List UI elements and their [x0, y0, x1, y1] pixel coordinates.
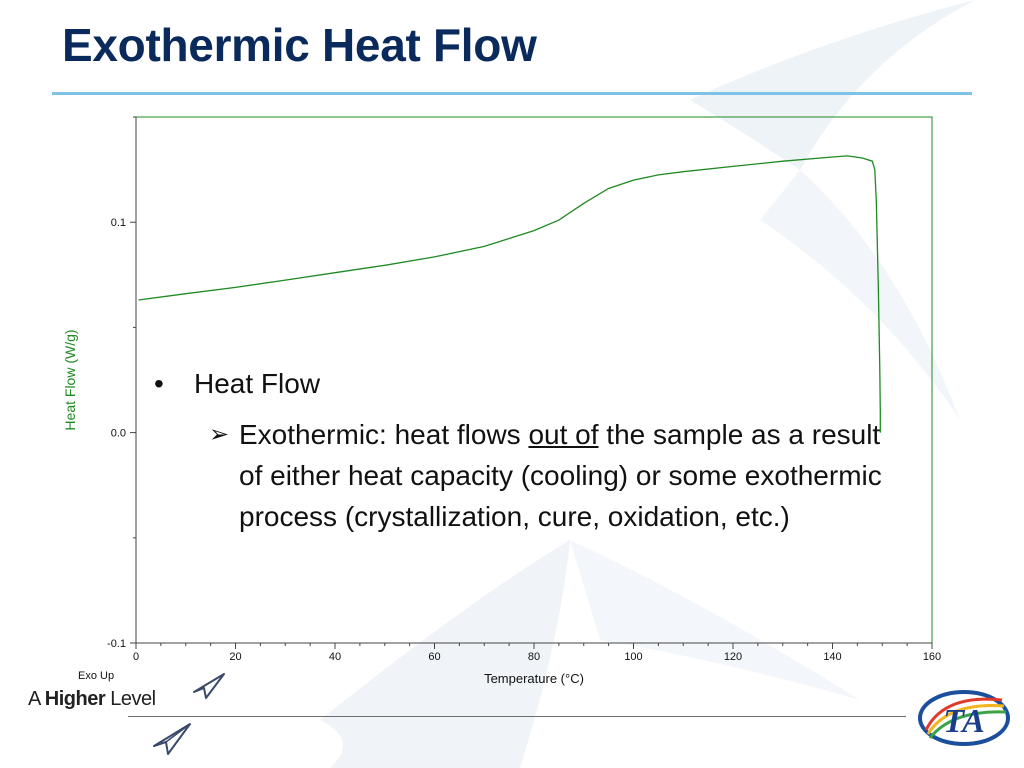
x-tick-label: 160 [923, 651, 941, 663]
x-tick-label: 20 [229, 651, 241, 663]
x-tick-label: 120 [724, 651, 742, 663]
x-tick-label: 0 [133, 651, 139, 663]
arrow-bullet-icon: ➢ [209, 421, 230, 448]
slide-title: Exothermic Heat Flow [62, 19, 537, 71]
x-tick-label: 60 [428, 651, 440, 663]
exo-up-annotation: Exo Up [78, 670, 114, 682]
x-ticks: 0 20 40 60 80 100 120 140 160 [133, 643, 941, 663]
x-tick-label: 140 [823, 651, 841, 663]
x-tick-label: 80 [528, 651, 540, 663]
bullet-exothermic: ➢ Exothermic: heat flows out of the samp… [209, 414, 882, 537]
title-divider [52, 92, 972, 95]
ta-logo-icon: TA [918, 690, 1010, 746]
y-tick-label: 0.1 [111, 217, 126, 229]
footer-divider [128, 716, 906, 717]
y-tick-label: 0.0 [111, 428, 126, 440]
series-line-heat-flow [138, 155, 881, 433]
watermark-swoosh [570, 540, 860, 700]
x-tick-label: 100 [624, 651, 642, 663]
bullet-dot-icon: • [154, 368, 164, 399]
bullet-exothermic-pre: Exothermic: heat flows [239, 419, 529, 450]
bullet-list: • Heat Flow ➢ Exothermic: heat flows out… [152, 365, 882, 537]
footer-tagline: A Higher Level [28, 688, 156, 711]
x-tick-label: 40 [329, 651, 341, 663]
watermark-swoosh [760, 170, 960, 420]
watermark-swoosh [320, 540, 570, 768]
bullet-heat-flow-text: Heat Flow [194, 368, 321, 399]
y-ticks: 0.1 0.0 -0.1 [107, 116, 136, 650]
tagline-higher: Higher [44, 688, 106, 710]
tagline-level: Level [105, 688, 156, 710]
bullet-exothermic-post: the sample as a result of either heat ca… [239, 419, 882, 532]
watermark-swoosh [690, 0, 975, 170]
x-axis-label: Temperature (°C) [484, 671, 584, 686]
paper-plane-icon [193, 673, 225, 699]
bullet-exothermic-underlined: out of [528, 419, 599, 450]
paper-plane-icon [153, 723, 191, 755]
y-axis-label: Heat Flow (W/g) [62, 329, 78, 430]
ta-logo-text: TA [943, 703, 985, 740]
y-tick-label: -0.1 [107, 638, 126, 650]
bullet-heat-flow: • Heat Flow [152, 365, 882, 403]
tagline-a: A [28, 688, 45, 710]
